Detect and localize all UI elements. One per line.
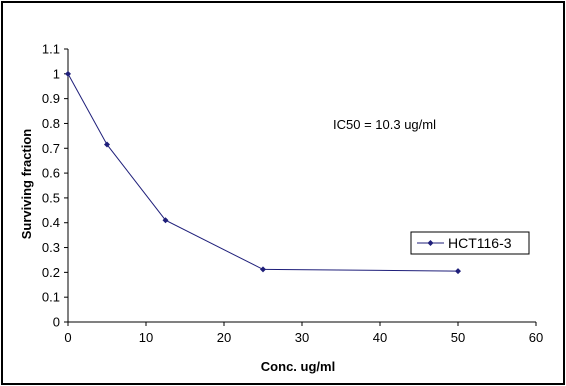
y-tick-label: 0.4: [42, 215, 60, 230]
y-axis-title: Surviving fraction: [19, 129, 34, 240]
x-tick-label: 50: [451, 330, 465, 345]
y-tick-label: 0.2: [42, 265, 60, 280]
x-tick-label: 40: [373, 330, 387, 345]
y-tick-label: 0.8: [42, 116, 60, 131]
data-point: [65, 70, 71, 77]
annotation-ic50: IC50 = 10.3 ug/ml: [333, 117, 436, 132]
data-point: [162, 217, 169, 224]
y-tick-label: 0.6: [42, 166, 60, 181]
y-tick-label: 0.7: [42, 141, 60, 156]
legend: HCT116-3: [410, 231, 530, 255]
data-point: [455, 268, 461, 275]
series-layer: [65, 70, 461, 275]
x-tick-label: 20: [217, 330, 231, 345]
legend-marker: [427, 240, 434, 246]
y-axis-ticks: 0 0.1 0.2 0.3 0.4 0.5 0.6 0.7 0.8 0.9 1 1.1: [42, 42, 68, 330]
legend-box: [410, 231, 530, 255]
y-tick-label: 1: [53, 66, 60, 81]
x-tick-label: 0: [64, 330, 71, 345]
x-tick-label: 10: [139, 330, 153, 345]
y-tick-label: 0.3: [42, 240, 60, 255]
x-tick-label: 60: [529, 330, 543, 345]
legend-label: HCT116-3: [448, 235, 512, 251]
y-tick-label: 0.5: [42, 190, 60, 205]
y-tick-label: 0: [53, 315, 60, 330]
data-point: [260, 266, 266, 273]
y-tick-label: 0.9: [42, 91, 60, 106]
x-tick-label: 30: [295, 330, 309, 345]
y-tick-label: 1.1: [42, 42, 60, 57]
y-tick-label: 0.1: [42, 290, 60, 305]
x-axis-ticks: 0 10 20 30 40 50 60: [64, 322, 543, 345]
x-axis-title: Conc. ug/ml: [261, 359, 335, 374]
data-point: [104, 141, 110, 148]
